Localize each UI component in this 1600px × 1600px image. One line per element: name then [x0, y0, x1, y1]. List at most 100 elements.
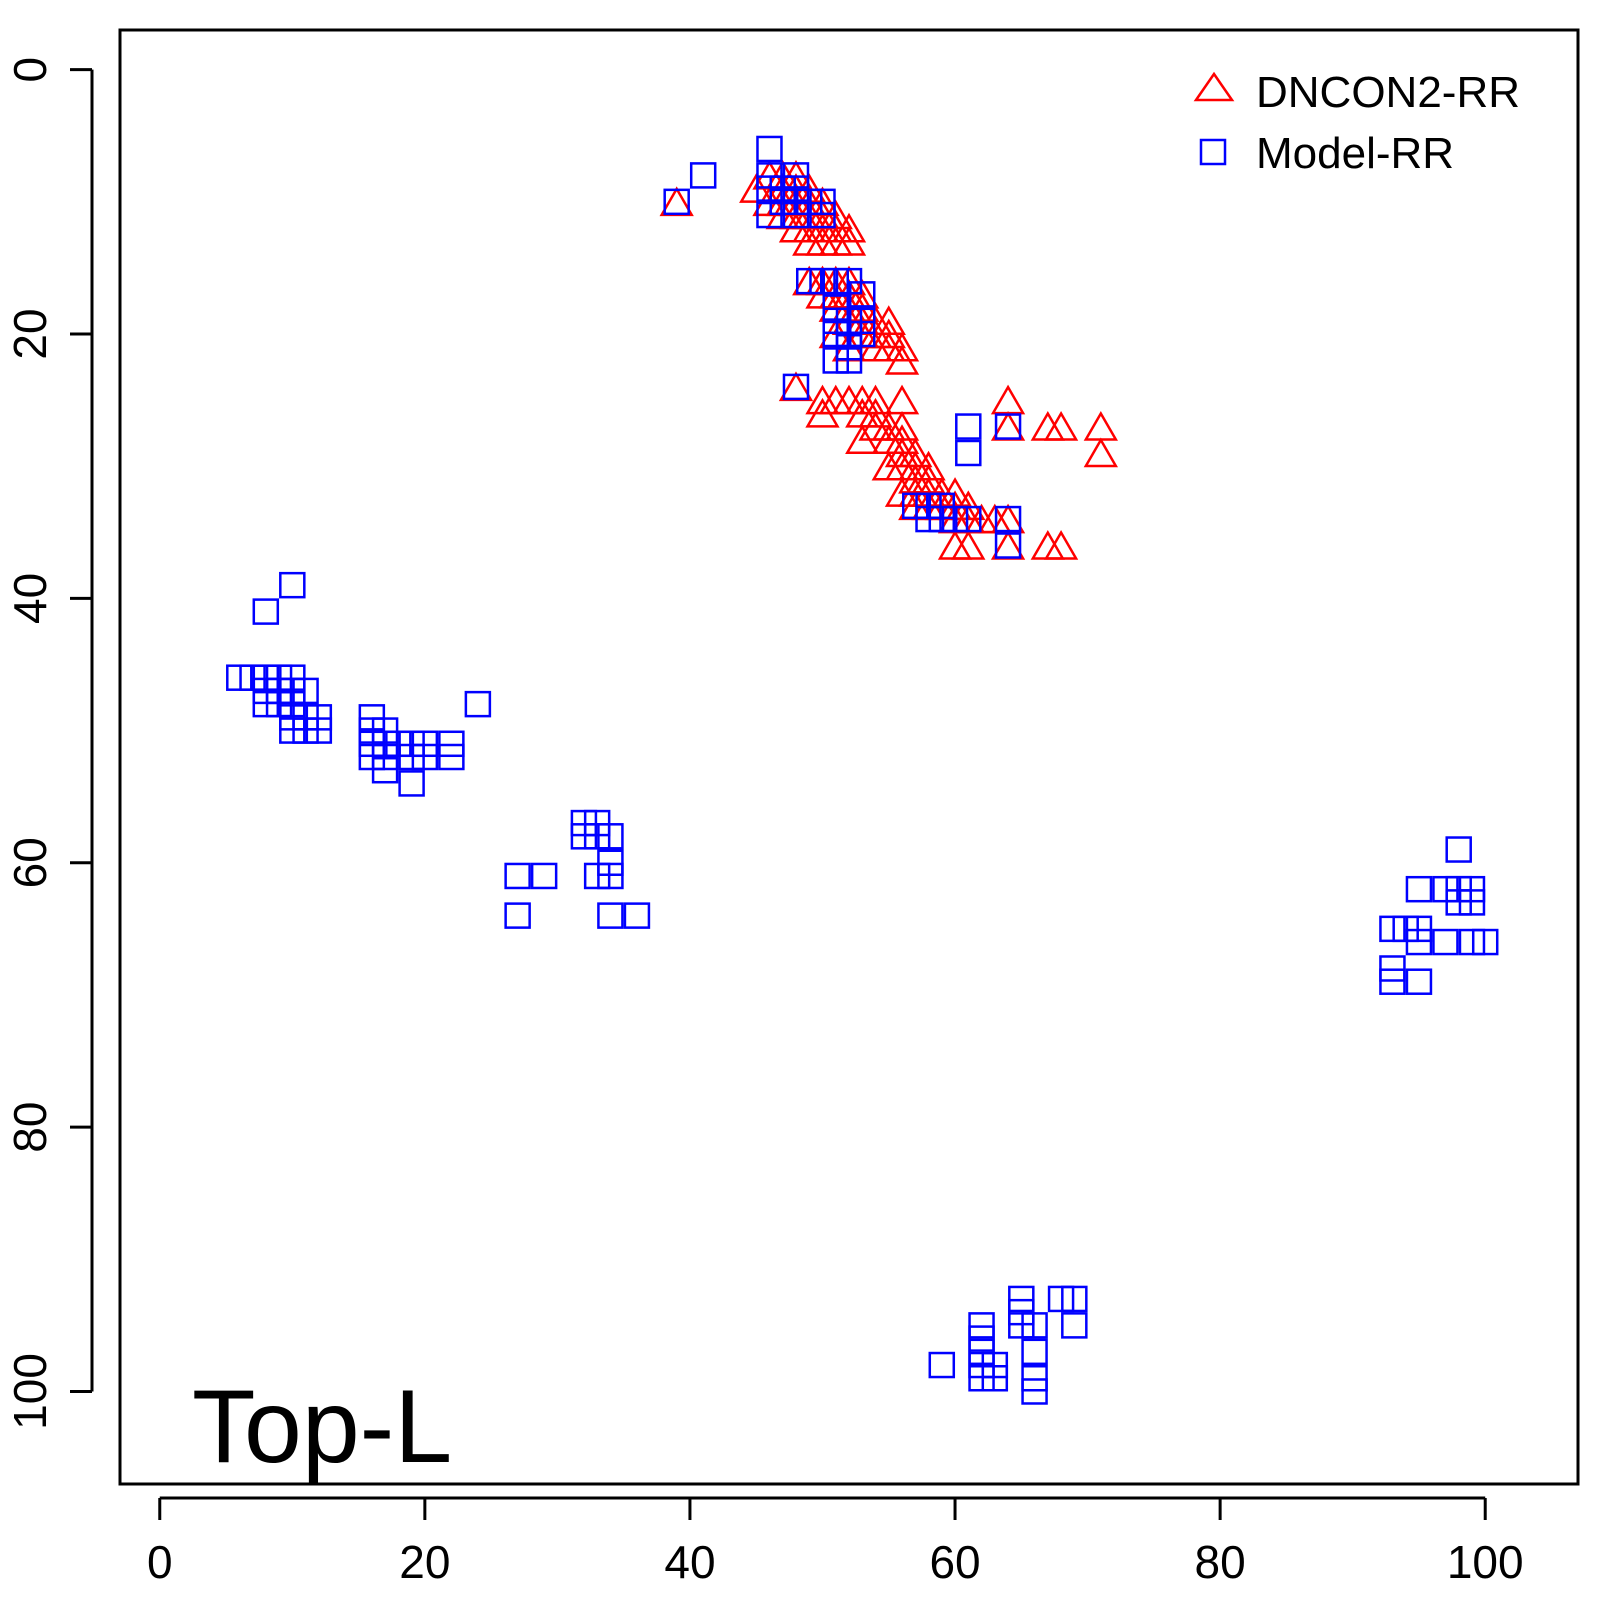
point-square: [583, 862, 611, 890]
point-square: [438, 743, 465, 771]
y-tick-label: 20: [4, 308, 56, 359]
point-square: [1021, 1312, 1048, 1339]
point-square: [994, 413, 1022, 440]
point-triangle: [951, 530, 986, 560]
point-square: [226, 664, 253, 691]
point-triangle: [831, 225, 867, 256]
data-series: [226, 135, 1499, 1405]
point-square: [822, 347, 849, 374]
point-square: [398, 770, 425, 797]
point-square: [504, 862, 531, 890]
point-square: [1471, 928, 1499, 956]
point-square: [1008, 1312, 1035, 1339]
series-model-rr: [226, 135, 1499, 1405]
point-square: [279, 571, 306, 599]
point-square: [849, 281, 876, 308]
point-square: [583, 823, 611, 850]
point-triangle: [1043, 411, 1079, 441]
series-dncon2-rr: [659, 159, 1119, 560]
point-square: [941, 505, 969, 533]
x-tick-label: 0: [147, 1536, 173, 1588]
point-square: [292, 717, 319, 744]
point-square: [663, 188, 690, 216]
point-square: [1458, 889, 1486, 916]
point-square: [1445, 889, 1472, 916]
point-square: [1405, 928, 1433, 956]
point-square: [371, 756, 399, 784]
point-square: [1061, 1312, 1088, 1339]
y-tick-label: 60: [4, 837, 56, 888]
point-square: [835, 347, 863, 374]
point-square: [570, 823, 598, 850]
x-tick-label: 40: [664, 1536, 715, 1588]
point-square: [822, 267, 849, 295]
legend-marker-dncon2-rr: [1193, 71, 1235, 102]
point-triangle: [659, 186, 694, 217]
point-triangle: [1083, 437, 1119, 468]
point-square: [689, 162, 717, 189]
point-square: [305, 717, 333, 744]
point-square: [928, 505, 956, 533]
point-triangle: [778, 371, 814, 402]
point-square: [928, 1351, 956, 1379]
point-square: [1458, 928, 1486, 956]
legend-label-model-rr: Model-RR: [1256, 129, 1454, 178]
point-triangle: [831, 212, 867, 243]
point-square: [252, 598, 280, 625]
point-square: [809, 267, 836, 295]
point-triangle: [871, 318, 906, 349]
point-square: [597, 862, 624, 890]
point-square: [1379, 968, 1406, 995]
legend: DNCON2-RR Model-RR: [1193, 68, 1520, 178]
point-square: [1445, 836, 1472, 863]
point-square: [1021, 1378, 1048, 1405]
point-square: [398, 743, 425, 771]
point-square: [795, 267, 823, 295]
point-triangle: [884, 384, 920, 415]
point-square: [464, 690, 492, 718]
point-triangle: [858, 397, 893, 428]
point-square: [252, 690, 280, 718]
y-tick-label: 40: [4, 573, 56, 624]
y-tick-label: 100: [4, 1353, 56, 1430]
point-triangle: [990, 530, 1026, 560]
x-tick-label: 60: [929, 1536, 980, 1588]
point-square: [411, 743, 439, 771]
point-triangle: [884, 331, 920, 362]
point-square: [1405, 875, 1433, 903]
point-square: [849, 320, 876, 348]
panel-label: Top-L: [192, 1369, 452, 1485]
legend-label-dncon2-rr: DNCON2-RR: [1256, 68, 1520, 117]
point-square: [994, 505, 1022, 533]
point-square: [955, 505, 982, 533]
point-square: [968, 1365, 995, 1392]
point-triangle: [1083, 411, 1119, 441]
x-tick-label: 80: [1195, 1536, 1246, 1588]
point-triangle: [884, 344, 920, 375]
x-tick-label: 20: [399, 1536, 450, 1588]
point-square: [530, 862, 558, 890]
point-square: [955, 439, 982, 467]
point-square: [504, 902, 531, 929]
point-square: [1379, 915, 1406, 943]
point-square: [1021, 1338, 1048, 1366]
point-square: [597, 902, 624, 929]
point-triangle: [1043, 530, 1079, 560]
y-tick-label: 80: [4, 1102, 56, 1153]
legend-marker-model-rr: [1199, 138, 1227, 166]
x-tick-label: 100: [1447, 1536, 1524, 1588]
point-square: [809, 201, 836, 229]
point-square: [1432, 928, 1459, 956]
point-triangle: [990, 384, 1026, 415]
point-square: [782, 373, 810, 401]
y-tick-label: 0: [4, 57, 56, 83]
point-square: [623, 902, 651, 929]
point-square: [279, 717, 306, 744]
point-square: [955, 413, 982, 440]
point-square: [1405, 968, 1433, 995]
x-axis: 0 20 40 60 80 100: [147, 1496, 1524, 1588]
point-triangle: [990, 411, 1026, 441]
point-square: [597, 823, 624, 850]
point-square: [994, 532, 1022, 559]
